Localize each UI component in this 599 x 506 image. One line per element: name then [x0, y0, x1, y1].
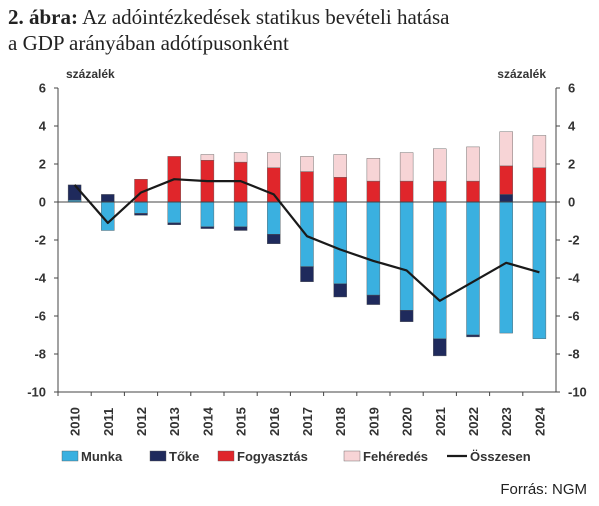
bar-fogyasztas — [267, 167, 281, 203]
y-tick-label-left: -8 — [34, 347, 46, 362]
bar-feheredes — [200, 154, 215, 161]
bar-toke — [267, 234, 281, 245]
bar-fogyasztas — [433, 180, 447, 203]
bar-fogyasztas — [499, 165, 513, 195]
source-note: Forrás: NGM — [500, 481, 587, 498]
bar-munka — [200, 201, 215, 227]
x-tick-label: 2017 — [300, 407, 315, 436]
y-tick-label-left: 2 — [39, 157, 46, 172]
bar-fogyasztas — [300, 171, 314, 203]
legend-swatch-feheredes — [343, 450, 361, 462]
x-tick-label: 2023 — [499, 407, 514, 436]
y-tick-label-left: -2 — [34, 233, 46, 248]
x-tick-label: 2011 — [101, 408, 116, 436]
bar-feheredes — [233, 152, 248, 163]
bar-feheredes — [433, 148, 447, 182]
y-tick-label-right: 2 — [568, 157, 575, 172]
legend-swatch-munka — [61, 450, 79, 462]
x-tick-label: 2022 — [466, 407, 481, 436]
x-tick-label: 2013 — [167, 407, 182, 436]
legend-label-toke: Tőke — [169, 449, 199, 464]
bar-toke — [433, 338, 447, 357]
legend-label-fogyasztas: Fogyasztás — [237, 449, 308, 464]
bar-feheredes — [267, 152, 281, 169]
y-tick-label-right: -10 — [568, 385, 587, 400]
y-tick-label-right: -2 — [568, 233, 580, 248]
bar-fogyasztas — [399, 180, 414, 203]
bar-fogyasztas — [532, 167, 547, 203]
y-tick-label-left: -10 — [27, 385, 46, 400]
bar-munka — [399, 201, 414, 311]
bar-feheredes — [532, 135, 547, 168]
bar-munka — [433, 201, 447, 340]
x-tick-label: 2020 — [400, 407, 415, 436]
bar-feheredes — [300, 156, 314, 172]
y-tick-label-right: 4 — [568, 119, 576, 134]
legend-swatch-toke — [149, 450, 167, 462]
bar-feheredes — [466, 146, 480, 182]
bar-toke — [134, 213, 148, 216]
bar-toke — [233, 226, 248, 231]
legend-label-osszesen: Összesen — [470, 449, 531, 464]
y-tick-label-right: -4 — [568, 271, 580, 286]
legend-swatch-fogyasztas — [217, 450, 235, 462]
y-tick-label-left: 0 — [39, 195, 46, 210]
y-tick-label-right: -6 — [568, 309, 580, 324]
y-tick-label-left: 6 — [39, 81, 46, 96]
chart-title: 2. ábra: Az adóintézkedések statikus bev… — [8, 4, 593, 56]
bar-munka — [267, 201, 281, 235]
bar-toke — [399, 310, 414, 322]
title-line-1: Az adóintézkedések statikus bevételi hat… — [82, 5, 450, 29]
x-tick-label: 2019 — [366, 407, 381, 436]
bar-toke — [499, 194, 513, 203]
bar-toke — [167, 222, 181, 225]
bar-feheredes — [333, 154, 347, 178]
title-line-2: a GDP arányában adótípusonként — [8, 31, 289, 55]
bar-munka — [167, 201, 181, 224]
y-tick-label-right: -8 — [568, 347, 580, 362]
y-tick-label-left: 4 — [39, 119, 47, 134]
bar-fogyasztas — [366, 180, 381, 203]
bar-feheredes — [366, 158, 381, 182]
bar-feheredes — [399, 152, 414, 182]
y-tick-label-right: 6 — [568, 81, 575, 96]
y-tick-label-left: -4 — [34, 271, 46, 286]
x-tick-label: 2018 — [333, 407, 348, 436]
bar-munka — [333, 201, 347, 284]
bar-toke — [101, 194, 115, 203]
y-tick-label-left: -6 — [34, 309, 46, 324]
y-tick-label-right: 0 — [568, 195, 575, 210]
bar-toke — [200, 226, 215, 229]
x-tick-label: 2021 — [433, 407, 448, 436]
bar-munka — [466, 201, 480, 336]
bar-munka — [233, 201, 248, 227]
bar-fogyasztas — [333, 177, 347, 203]
x-tick-label: 2024 — [532, 406, 547, 436]
y-axis-unit-left: százalék — [66, 67, 115, 81]
bar-feheredes — [499, 131, 513, 167]
bar-toke — [300, 266, 314, 283]
bar-toke — [67, 184, 82, 201]
x-tick-label: 2012 — [134, 407, 149, 436]
bar-munka — [300, 201, 314, 267]
x-tick-label: 2010 — [68, 407, 83, 436]
legend-label-feheredes: Fehéredés — [363, 449, 428, 464]
line-osszesen — [73, 178, 540, 302]
x-tick-label: 2016 — [267, 407, 282, 436]
bar-munka — [366, 201, 381, 296]
legend-label-munka: Munka — [81, 449, 123, 464]
bar-toke — [466, 334, 480, 338]
title-prefix: 2. ábra: — [8, 5, 78, 29]
bar-toke — [333, 283, 347, 298]
bar-munka — [134, 201, 148, 214]
bar-fogyasztas — [466, 180, 480, 203]
x-tick-label: 2015 — [234, 407, 249, 436]
x-tick-label: 2014 — [200, 406, 215, 436]
bar-toke — [366, 294, 381, 305]
bar-munka — [499, 201, 513, 334]
y-axis-unit-right: százalék — [497, 67, 546, 81]
